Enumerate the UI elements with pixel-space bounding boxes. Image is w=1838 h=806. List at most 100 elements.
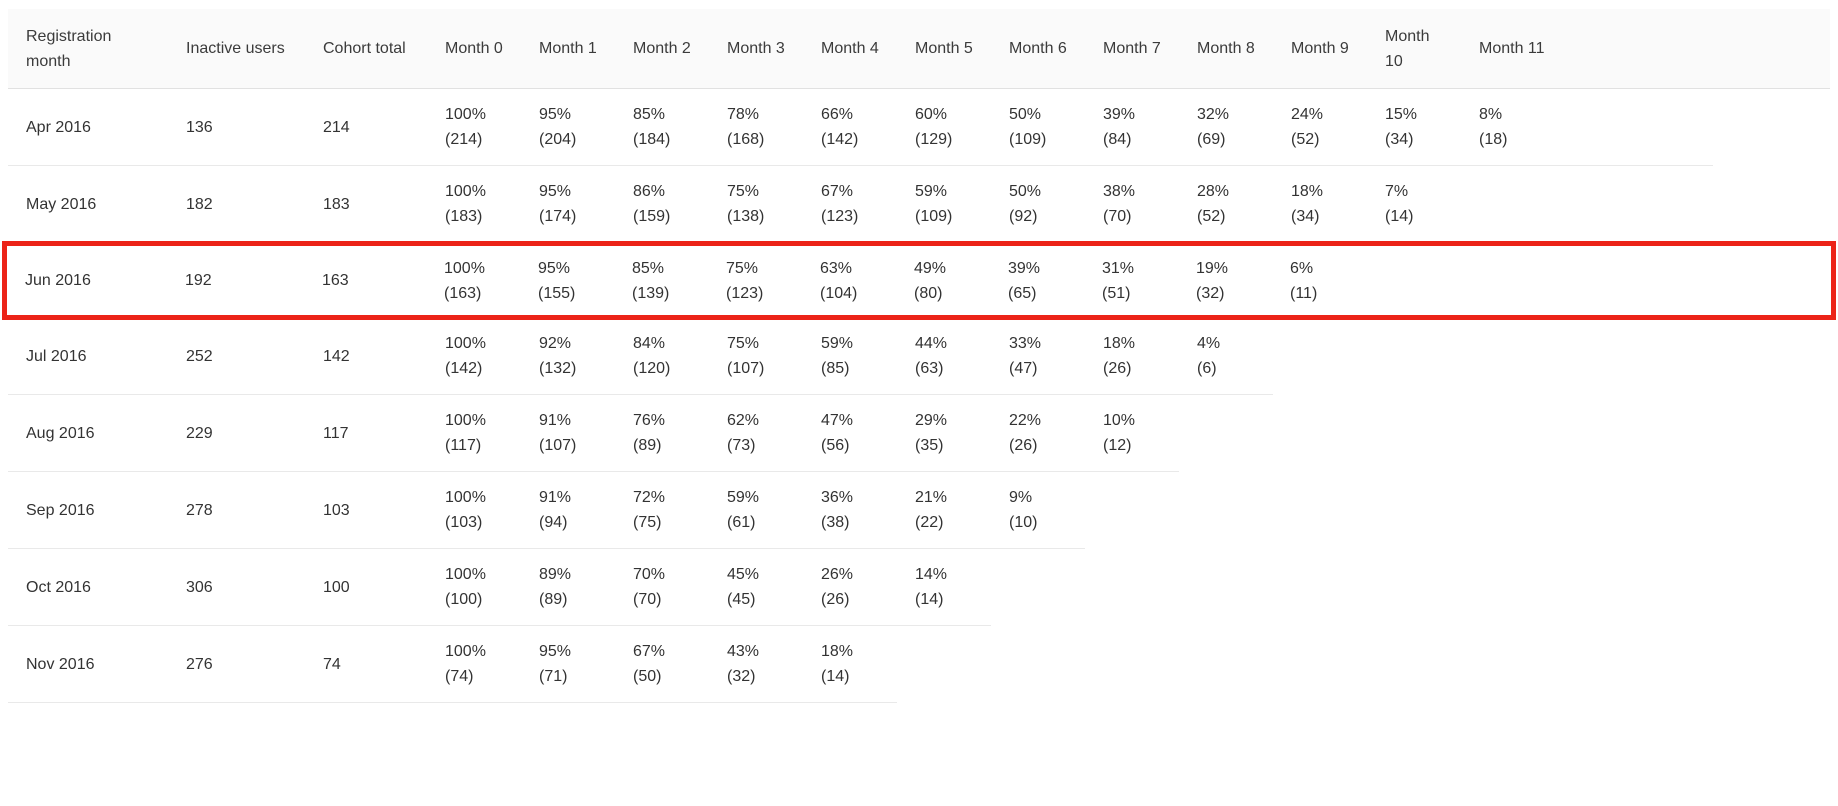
month-5-cell: 60% (129) xyxy=(897,89,991,166)
month-6-cell: 22% (26) xyxy=(991,395,1085,472)
cohort-total-cell: 74 xyxy=(305,626,427,703)
retention-percent: 59% xyxy=(915,183,948,200)
retention-percent: 38% xyxy=(1103,183,1136,200)
column-header-0: Registration month xyxy=(26,27,112,70)
month-6-cell: 39% (65) xyxy=(990,246,1084,315)
retention-count: (84) xyxy=(1103,131,1132,148)
retention-percent: 18% xyxy=(1103,335,1136,352)
retention-count: (89) xyxy=(539,591,568,608)
retention-count: (56) xyxy=(821,437,850,454)
month-7-cell: 38% (70) xyxy=(1085,166,1179,243)
retention-count: (71) xyxy=(539,668,568,685)
registration-month-cell: Nov 2016 xyxy=(8,626,168,703)
retention-percent: 95% xyxy=(538,259,571,277)
retention-count: (142) xyxy=(445,360,483,377)
retention-percent: 91% xyxy=(539,412,572,429)
month-7-empty-cell xyxy=(1085,626,1179,703)
month-8-empty-cell xyxy=(1179,549,1273,626)
month-3-cell: 43% (32) xyxy=(709,626,803,703)
month-11-empty-cell xyxy=(1461,166,1713,243)
month-0-cell: 100% (117) xyxy=(427,395,521,472)
retention-percent: 18% xyxy=(821,643,854,660)
retention-count: (11) xyxy=(1290,284,1318,302)
retention-count: (155) xyxy=(538,284,576,302)
column-header-1: Inactive users xyxy=(186,40,285,57)
retention-percent: 75% xyxy=(727,183,760,200)
table-row-apr-2016: Apr 2016 136 214 100% (214) 95% (204) 85% … xyxy=(8,89,1830,166)
table-header-row: Registration month Inactive users Cohort t… xyxy=(8,9,1830,89)
inactive-users-cell: 192 xyxy=(185,272,212,289)
retention-percent: 24% xyxy=(1291,106,1324,123)
retention-count: (183) xyxy=(445,208,483,225)
cohort-total-cell: 214 xyxy=(305,89,427,166)
retention-percent: 59% xyxy=(821,335,854,352)
retention-count: (34) xyxy=(1385,131,1414,148)
month-7-empty-cell xyxy=(1085,549,1179,626)
month-9-cell: 18% (34) xyxy=(1273,166,1367,243)
month-1-cell: 89% (89) xyxy=(521,549,615,626)
retention-count: (45) xyxy=(727,591,756,608)
cohort-total-cell: 183 xyxy=(305,166,427,243)
month-2-cell: 84% (120) xyxy=(615,318,709,395)
month-2-cell: 67% (50) xyxy=(615,626,709,703)
registration-month-cell: Sep 2016 xyxy=(8,472,168,549)
column-header-11: Month 8 xyxy=(1197,40,1255,57)
month-6-empty-cell xyxy=(991,626,1085,703)
retention-count: (38) xyxy=(821,514,850,531)
retention-percent: 50% xyxy=(1009,183,1042,200)
month-1-cell: 95% (204) xyxy=(521,89,615,166)
month-1-cell: 95% (71) xyxy=(521,626,615,703)
month-3-cell: 75% (123) xyxy=(708,246,802,315)
retention-count: (123) xyxy=(821,208,859,225)
inactive-users-cell: 136 xyxy=(168,89,305,166)
retention-count: (132) xyxy=(539,360,577,377)
month-10-empty-cell xyxy=(1366,246,1460,315)
retention-percent: 100% xyxy=(445,566,486,583)
retention-count: (85) xyxy=(821,360,850,377)
retention-percent: 28% xyxy=(1197,183,1230,200)
retention-percent: 63% xyxy=(820,259,853,277)
retention-count: (50) xyxy=(633,668,662,685)
retention-count: (109) xyxy=(915,208,953,225)
month-10-empty-cell xyxy=(1367,626,1461,703)
retention-percent: 100% xyxy=(444,259,485,277)
retention-count: (92) xyxy=(1009,208,1038,225)
month-3-cell: 45% (45) xyxy=(709,549,803,626)
column-header-3: Month 0 xyxy=(445,40,503,57)
month-1-cell: 95% (155) xyxy=(520,246,614,315)
month-6-cell: 50% (109) xyxy=(991,89,1085,166)
retention-count: (129) xyxy=(915,131,953,148)
retention-percent: 70% xyxy=(633,566,666,583)
retention-count: (139) xyxy=(632,284,670,302)
cohort-total-cell: 142 xyxy=(305,318,427,395)
retention-percent: 9% xyxy=(1009,489,1033,506)
table-row-jun-2016-highlighted: Jun 2016 192 163 100% (163) 95% (155) 85% … xyxy=(2,241,1836,320)
retention-percent: 49% xyxy=(914,259,947,277)
retention-count: (14) xyxy=(915,591,944,608)
column-header-6: Month 3 xyxy=(727,40,785,57)
retention-percent: 100% xyxy=(445,643,486,660)
retention-percent: 19% xyxy=(1196,259,1229,277)
retention-count: (26) xyxy=(821,591,850,608)
retention-count: (14) xyxy=(1385,208,1414,225)
inactive-users-cell: 182 xyxy=(168,166,305,243)
month-8-empty-cell xyxy=(1179,472,1273,549)
retention-count: (63) xyxy=(915,360,944,377)
month-2-cell: 85% (184) xyxy=(615,89,709,166)
month-4-cell: 47% (56) xyxy=(803,395,897,472)
retention-percent: 60% xyxy=(915,106,948,123)
retention-percent: 76% xyxy=(633,412,666,429)
month-11-empty-cell xyxy=(1461,395,1713,472)
retention-count: (47) xyxy=(1009,360,1038,377)
month-7-cell: 39% (84) xyxy=(1085,89,1179,166)
retention-percent: 50% xyxy=(1009,106,1042,123)
month-4-cell: 26% (26) xyxy=(803,549,897,626)
month-10-empty-cell xyxy=(1367,395,1461,472)
retention-count: (26) xyxy=(1009,437,1038,454)
month-1-cell: 92% (132) xyxy=(521,318,615,395)
month-7-cell: 18% (26) xyxy=(1085,318,1179,395)
inactive-users-cell: 276 xyxy=(168,626,305,703)
retention-count: (26) xyxy=(1103,360,1132,377)
retention-percent: 95% xyxy=(539,106,572,123)
table-row-aug-2016: Aug 2016 229 117 100% (117) 91% (107) 76% … xyxy=(8,395,1830,472)
